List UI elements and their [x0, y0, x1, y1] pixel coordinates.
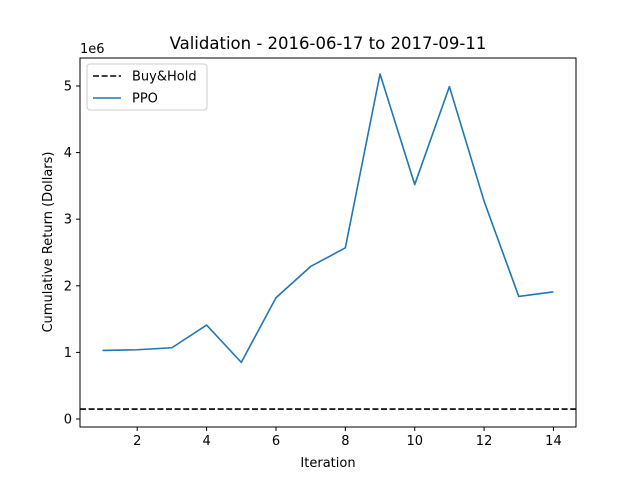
y-tick-label: 5: [64, 79, 72, 94]
y-axis: 0 1 2 3 4 5: [64, 79, 80, 428]
y-tick-label: 4: [64, 146, 72, 161]
x-tick-label: 10: [406, 434, 423, 449]
y-tick-label: 3: [64, 213, 72, 228]
y-tick-label: 0: [64, 413, 72, 428]
y-tick-label: 1: [64, 346, 72, 361]
x-tick-label: 4: [202, 434, 210, 449]
x-tick-label: 14: [545, 434, 562, 449]
legend-label: PPO: [132, 92, 158, 107]
y-tick-label: 2: [64, 279, 72, 294]
chart-title: Validation - 2016-06-17 to 2017-09-11: [170, 34, 487, 53]
series-line-1: [102, 73, 554, 364]
x-axis-label: Iteration: [300, 456, 355, 471]
legend-label: Buy&Hold: [132, 70, 197, 85]
y-offset-label: 1e6: [80, 42, 105, 57]
y-axis-label: Cumulative Return (Dollars): [41, 151, 56, 332]
legend: Buy&Hold PPO: [86, 63, 208, 111]
x-axis: 2 4 6 8 10 12 14: [133, 427, 562, 449]
x-tick-label: 6: [272, 434, 280, 449]
x-tick-label: 12: [476, 434, 493, 449]
x-tick-label: 8: [341, 434, 349, 449]
axes-frame: [79, 57, 577, 428]
x-tick-label: 2: [133, 434, 141, 449]
plot-area: [80, 73, 576, 410]
